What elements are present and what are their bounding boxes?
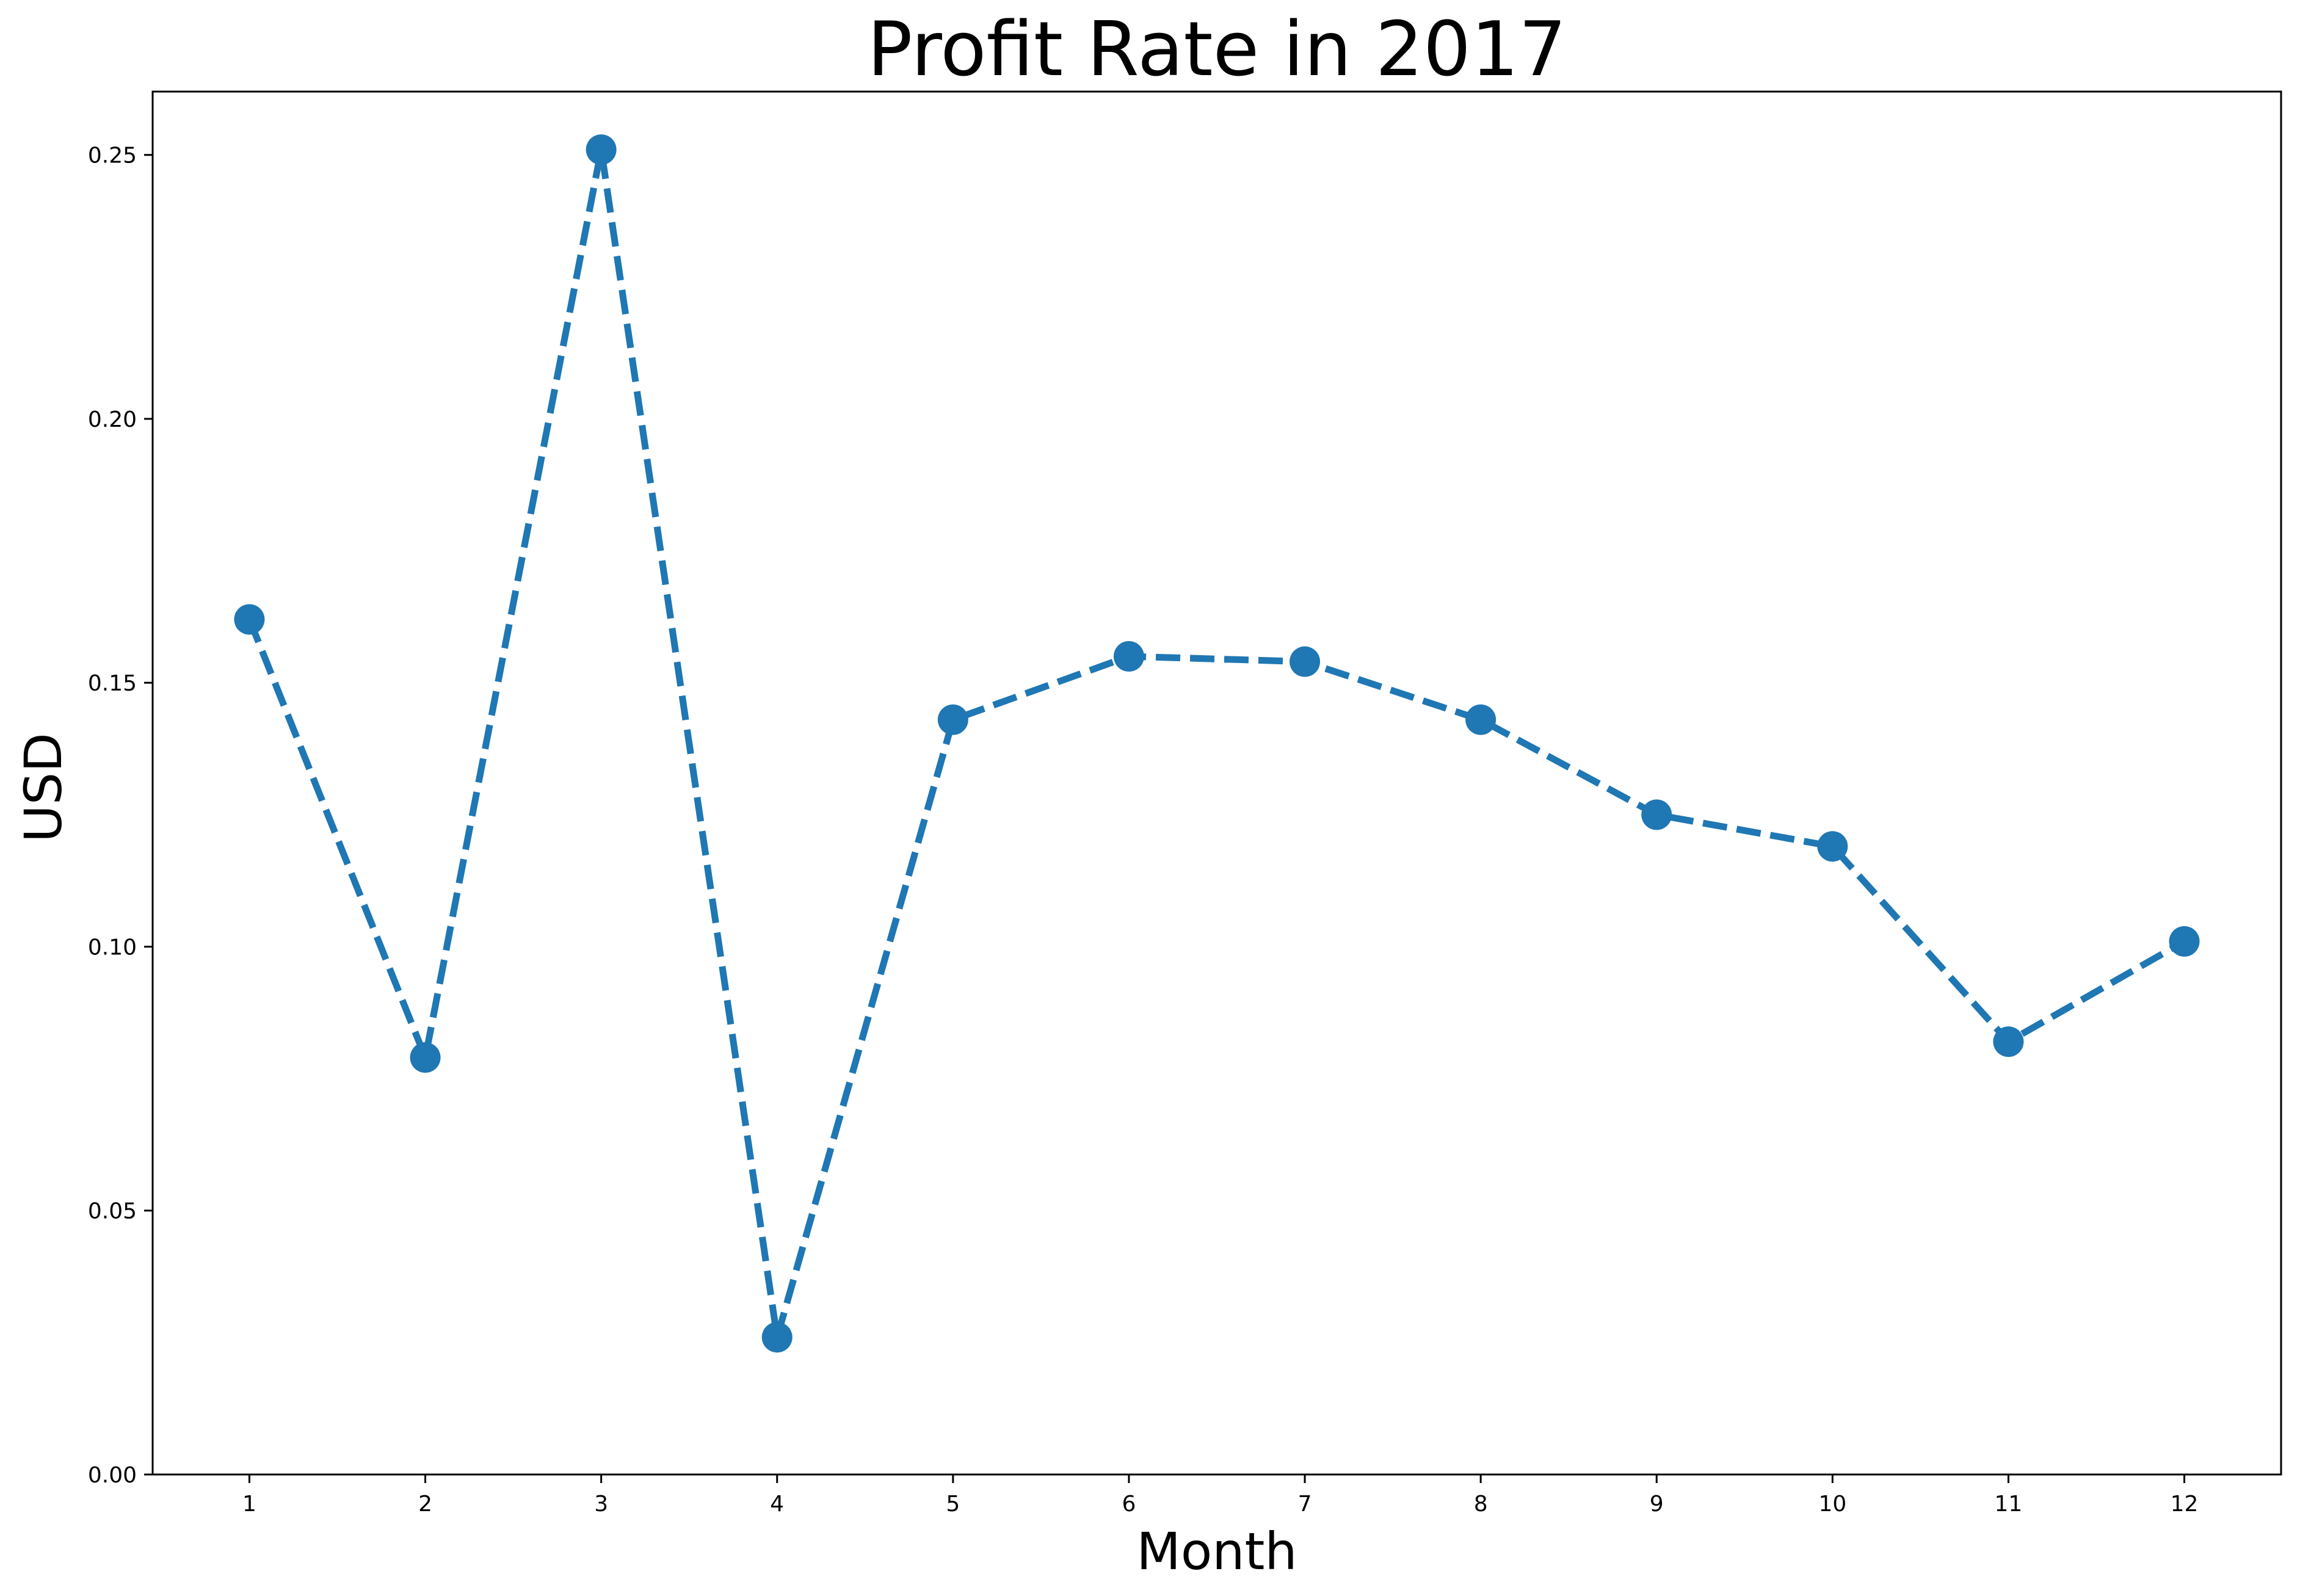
x-tick-label: 3	[594, 1492, 608, 1517]
y-axis-ticks: 0.00 0.05 0.10 0.15 0.20 0.25	[88, 143, 153, 1488]
series-line	[246, 146, 2186, 1341]
series-layer	[234, 134, 2200, 1353]
data-point	[1290, 646, 1321, 677]
x-axis-label: Month	[1136, 1522, 1297, 1581]
chart-title: Profit Rate in 2017	[867, 6, 1566, 93]
x-tick-label: 10	[1818, 1492, 1846, 1517]
y-tick-label: 0.25	[88, 143, 137, 169]
x-tick-label: 2	[418, 1492, 432, 1517]
x-axis-ticks: 1 2 3 4 5 6 7 8 9 10 11 12	[242, 1474, 2198, 1517]
y-tick-label: 0.10	[88, 935, 137, 960]
x-tick-label: 6	[1122, 1492, 1136, 1517]
data-point	[586, 134, 617, 165]
data-point	[1641, 799, 1672, 830]
plot-area-frame	[151, 90, 2282, 1476]
data-point	[1993, 1026, 2024, 1057]
y-axis-label: USD	[13, 733, 73, 842]
data-point	[2169, 926, 2200, 957]
x-tick-label: 5	[946, 1492, 960, 1517]
x-tick-label: 1	[242, 1492, 256, 1517]
y-tick-label: 0.15	[88, 671, 137, 696]
y-tick-label: 0.05	[88, 1199, 137, 1224]
data-point	[1113, 641, 1144, 672]
x-tick-label: 11	[1995, 1492, 2023, 1517]
x-tick-label: 12	[2171, 1492, 2199, 1517]
data-point	[234, 604, 265, 635]
y-tick-label: 0.00	[88, 1463, 137, 1488]
data-point	[1465, 704, 1496, 735]
data-point	[761, 1322, 793, 1353]
x-tick-label: 4	[770, 1492, 784, 1517]
y-tick-label: 0.20	[88, 407, 137, 432]
x-tick-label: 8	[1474, 1492, 1488, 1517]
data-point	[410, 1042, 441, 1073]
data-point	[1817, 831, 1848, 862]
data-point	[937, 704, 968, 735]
x-tick-label: 9	[1650, 1492, 1664, 1517]
x-tick-label: 7	[1298, 1492, 1312, 1517]
